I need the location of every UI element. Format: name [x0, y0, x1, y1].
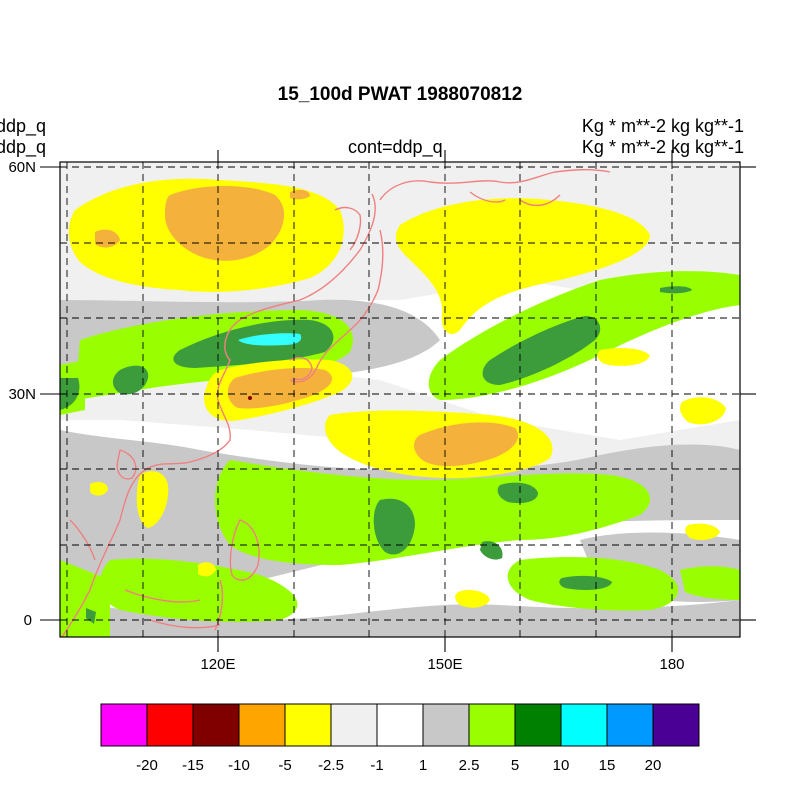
colorbar-label: 1: [418, 757, 428, 774]
colorbar-label: -20: [136, 757, 158, 774]
left-variable-label-2: ddp_q: [0, 137, 47, 157]
left-variable-label-1: ddp_q: [0, 116, 47, 136]
colorbar-swatch: [514, 703, 562, 747]
colorbar-swatch: [146, 703, 194, 747]
yellow-region: [455, 589, 490, 608]
dark-green-region: [86, 608, 96, 624]
cyan-region: [238, 333, 302, 346]
right-units-label-1: Kg * m**-2 kg kg**-1: [581, 116, 744, 136]
colorbar-swatch: [238, 703, 286, 747]
colorbar-label: 2.5: [458, 757, 480, 774]
dark-green-region: [559, 575, 612, 590]
dark-green-region: [60, 378, 80, 410]
colorbar-swatch: [422, 703, 470, 747]
dark-green-region: [497, 482, 538, 504]
orange-region: [414, 422, 519, 467]
dark-green-region: [373, 498, 415, 555]
colorbar-label: -5: [278, 757, 292, 774]
lon-tick-label-150e: 150E: [427, 656, 463, 673]
colorbar-swatch: [560, 703, 608, 747]
shaded-field: [60, 162, 740, 637]
lat-tick-label-60n: 60N: [8, 159, 36, 176]
colorbar-label: -2.5: [318, 757, 344, 774]
light-green-region: [215, 460, 650, 565]
dark-green-region: [480, 541, 503, 560]
lon-tick-label-180: 180: [659, 656, 685, 673]
colorbar-label: 20: [644, 757, 662, 774]
yellow-region: [685, 523, 720, 540]
yellow-region: [395, 198, 650, 335]
dark-green-region: [660, 286, 692, 294]
colorbar-swatch: [606, 703, 654, 747]
colorbar-swatch: [330, 703, 378, 747]
lon-tick-label-120e: 120E: [200, 656, 236, 673]
colorbar-label: -10: [228, 757, 250, 774]
orange-region: [165, 186, 285, 261]
orange-region: [227, 367, 333, 409]
colorbar-swatch: [376, 703, 424, 747]
right-units-label-2: Kg * m**-2 kg kg**-1: [581, 137, 744, 157]
center-contour-label: cont=ddp_q: [348, 137, 443, 157]
dark-red-spot: [248, 396, 252, 400]
yellow-region: [90, 482, 108, 496]
colorbar-swatch: [468, 703, 516, 747]
colorbar-swatch: [652, 703, 700, 747]
colorbar: [100, 703, 700, 747]
lat-tick-label-30n: 30N: [8, 386, 36, 403]
axis-ticks: [40, 150, 756, 652]
colorbar-swatch: [192, 703, 240, 747]
colorbar-swatch: [100, 703, 148, 747]
gray-region: [60, 600, 740, 637]
plot-title: 15_100d PWAT 1988070812: [277, 84, 523, 105]
orange-region: [290, 189, 310, 200]
map-frame: [59, 161, 741, 638]
light-green-region: [99, 558, 298, 622]
colorbar-label: 15: [598, 757, 616, 774]
yellow-region: [136, 471, 169, 528]
coastlines: [61, 169, 611, 637]
yellow-region: [597, 348, 650, 366]
dark-green-region: [482, 316, 601, 385]
light-green-region: [680, 566, 740, 600]
lat-tick-label-0: 0: [23, 612, 32, 629]
yellow-region: [198, 562, 216, 577]
colorbar-label: 10: [552, 757, 570, 774]
yellow-region: [680, 397, 726, 425]
colorbar-label: -1: [370, 757, 384, 774]
colorbar-label: -15: [182, 757, 204, 774]
gridlines: [60, 162, 740, 637]
colorbar-swatch: [284, 703, 332, 747]
dark-green-region: [112, 365, 149, 395]
colorbar-label: 5: [510, 757, 520, 774]
